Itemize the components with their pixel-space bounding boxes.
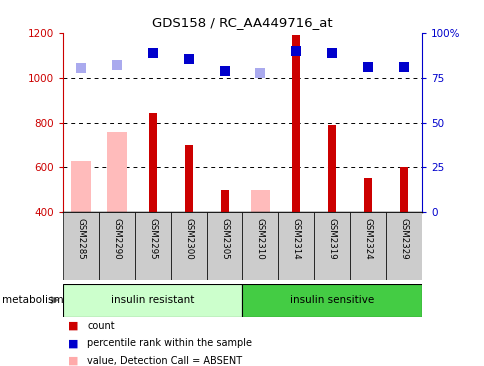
Bar bbox=[63, 212, 99, 280]
Text: insulin resistant: insulin resistant bbox=[111, 295, 194, 305]
Bar bbox=[385, 212, 421, 280]
Bar bbox=[242, 284, 421, 317]
Text: ■: ■ bbox=[68, 321, 78, 331]
Bar bbox=[206, 212, 242, 280]
Bar bbox=[242, 212, 278, 280]
Bar bbox=[99, 212, 135, 280]
Text: GSM2285: GSM2285 bbox=[76, 218, 85, 259]
Bar bbox=[71, 161, 91, 212]
Text: GDS158 / RC_AA449716_at: GDS158 / RC_AA449716_at bbox=[152, 16, 332, 30]
Bar bbox=[220, 190, 228, 212]
Text: GSM2319: GSM2319 bbox=[327, 218, 336, 259]
Bar bbox=[349, 212, 385, 280]
Bar bbox=[63, 284, 242, 317]
Bar bbox=[135, 212, 170, 280]
Text: ■: ■ bbox=[68, 356, 78, 366]
Text: metabolism: metabolism bbox=[2, 295, 64, 305]
Bar bbox=[170, 212, 206, 280]
Bar bbox=[250, 190, 270, 212]
Bar bbox=[363, 178, 371, 212]
Text: GSM2310: GSM2310 bbox=[256, 218, 264, 259]
Text: insulin sensitive: insulin sensitive bbox=[289, 295, 374, 305]
Text: value, Detection Call = ABSENT: value, Detection Call = ABSENT bbox=[87, 356, 242, 366]
Bar bbox=[184, 145, 192, 212]
Text: percentile rank within the sample: percentile rank within the sample bbox=[87, 338, 252, 348]
Text: count: count bbox=[87, 321, 115, 331]
Text: ■: ■ bbox=[68, 338, 78, 348]
Text: GSM2314: GSM2314 bbox=[291, 218, 300, 259]
Bar bbox=[149, 112, 156, 212]
Text: GSM2305: GSM2305 bbox=[220, 218, 228, 259]
Bar bbox=[278, 212, 314, 280]
Bar bbox=[328, 125, 335, 212]
Bar bbox=[314, 212, 349, 280]
Bar bbox=[107, 132, 126, 212]
Text: GSM2324: GSM2324 bbox=[363, 218, 372, 259]
Text: GSM2295: GSM2295 bbox=[148, 218, 157, 259]
Text: GSM2329: GSM2329 bbox=[399, 218, 408, 259]
Text: GSM2290: GSM2290 bbox=[112, 218, 121, 259]
Text: GSM2300: GSM2300 bbox=[184, 218, 193, 259]
Bar bbox=[292, 35, 300, 212]
Bar bbox=[399, 168, 407, 212]
